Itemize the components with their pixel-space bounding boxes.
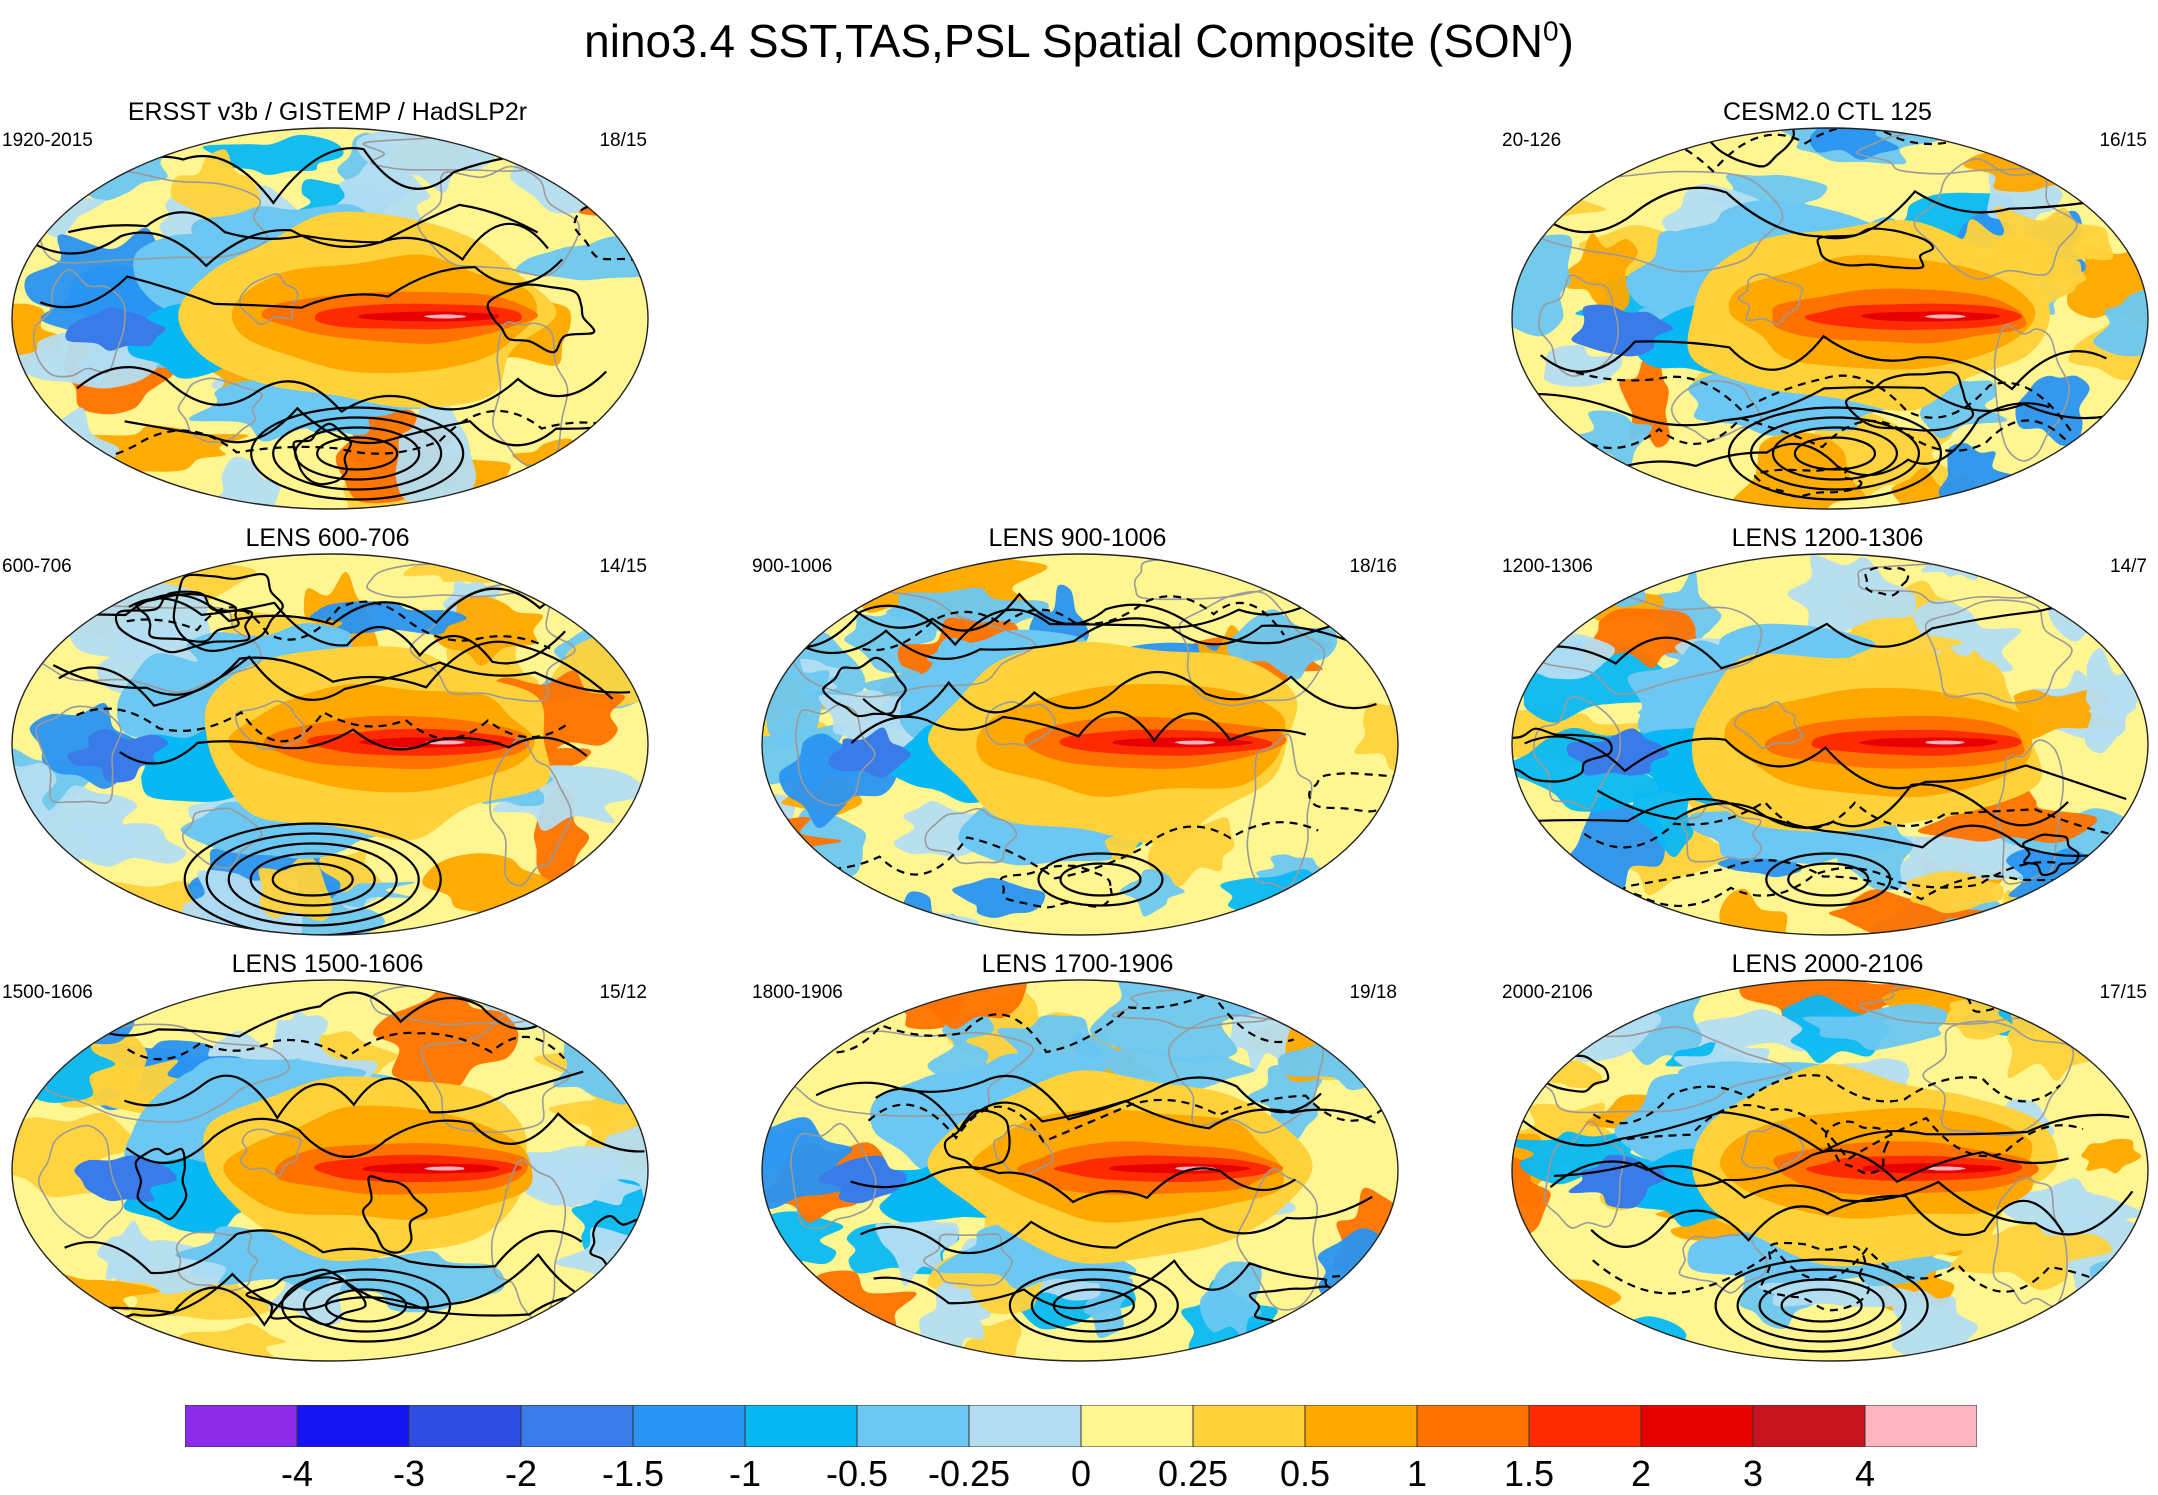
map-panel-l1500: LENS 1500-1606 1500-1606 15/12 [0,950,655,1368]
map-border [11,127,649,510]
map-l900 [761,553,1399,936]
figure-title-close: ) [1558,15,1574,67]
map-panel-l2000: LENS 2000-2106 2000-2106 17/15 [1500,950,2155,1368]
panel-count-label: 14/15 [599,556,647,577]
panel-count-label: 16/15 [2099,130,2147,151]
colorbar-tick-label: 2 [1630,1453,1652,1494]
map-panel-l900: LENS 900-1006 900-1006 18/16 [750,524,1405,942]
psl-contours [21,572,648,935]
colorbar-tick-label: 0.25 [1157,1453,1229,1494]
colorbar-tick-label: -0.5 [825,1453,889,1494]
colorbar-swatch [1640,1405,1754,1447]
psl-contours [33,147,648,509]
colorbar [185,1405,1977,1447]
panel-period-label: 2000-2106 [1502,982,1593,1003]
psl-contours [1524,128,2124,501]
map-border [1511,979,2149,1362]
colorbar-tick-label: 0 [1070,1453,1092,1494]
figure-title: nino3.4 SST,TAS,PSL Spatial Composite (S… [0,14,2158,68]
map-ctl [1511,127,2149,510]
map-border [1511,127,2149,510]
map-panel-ctl: CESM2.0 CTL 125 20-126 16/15 [1500,98,2155,516]
colorbar-tick-label: -3 [392,1453,426,1494]
panel-count-label: 18/15 [599,130,647,151]
anomaly-field [1512,128,2148,509]
panel-count-label: 14/7 [2110,556,2147,577]
panel-period-label: 1920-2015 [2,130,93,151]
panel-title: LENS 1200-1306 [1731,524,1924,552]
colorbar-tick-label: -4 [280,1453,314,1494]
panel-count-label: 18/16 [1349,556,1397,577]
map-panel-l1200: LENS 1200-1306 1200-1306 14/7 [1500,524,2155,942]
panel-title: LENS 600-706 [245,524,410,552]
map-l2000 [1511,979,2149,1362]
colorbar-tick-label: 1 [1406,1453,1428,1494]
panel-count-label: 17/15 [2099,982,2147,1003]
panel-count-label: 19/18 [1349,982,1397,1003]
panel-title: LENS 1500-1606 [231,950,424,978]
colorbar-swatch [408,1405,522,1447]
colorbar-swatch [1528,1405,1642,1447]
colorbar-swatch [520,1405,634,1447]
map-panel-obs: ERSST v3b / GISTEMP / HadSLP2r 1920-2015 1… [0,98,655,516]
figure-title-superscript: 0 [1542,15,1559,47]
colorbar-swatch [1080,1405,1194,1447]
colorbar-swatch [185,1405,298,1447]
colorbar-tick-label: 4 [1854,1453,1876,1494]
panel-title: ERSST v3b / GISTEMP / HadSLP2r [127,98,528,126]
colorbar-tick-label: 1.5 [1503,1453,1555,1494]
colorbar-tick-label: -1.5 [601,1453,665,1494]
colorbar-tick-label: -0.25 [927,1453,1011,1494]
figure-title-text: nino3.4 SST,TAS,PSL Spatial Composite (S… [584,15,1543,67]
psl-contours [1515,980,2142,1353]
colorbar-swatch [968,1405,1082,1447]
colorbar-swatch [1304,1405,1418,1447]
colorbar-swatch [1752,1405,1866,1447]
colorbar-swatch [296,1405,410,1447]
map-l1700 [761,979,1399,1362]
map-border [11,553,649,936]
colorbar-swatch [632,1405,746,1447]
panel-title: CESM2.0 CTL 125 [1723,98,1932,126]
panel-title: LENS 1700-1906 [981,950,1174,978]
colorbar-tick-label: -2 [504,1453,538,1494]
map-l1200 [1511,553,2149,936]
panel-period-label: 1200-1306 [1502,556,1593,577]
panel-title: LENS 900-1006 [988,524,1167,552]
colorbar-swatch [744,1405,858,1447]
colorbar-swatch [1416,1405,1530,1447]
map-border [761,553,1399,936]
map-border [11,979,649,1362]
colorbar-swatch [1192,1405,1306,1447]
panel-period-label: 1800-1906 [752,982,843,1003]
panel-period-label: 1500-1606 [2,982,93,1003]
map-panel-l1700: LENS 1700-1906 1800-1906 19/18 [750,950,1405,1368]
colorbar-tick-label: 0.5 [1279,1453,1331,1494]
colorbar-swatch [1864,1405,1977,1447]
panel-period-label: 20-126 [1502,130,1562,151]
map-obs [11,127,649,510]
panel-title: LENS 2000-2106 [1731,950,1924,978]
map-l600 [11,553,649,936]
colorbar-tick-label: 3 [1742,1453,1764,1494]
map-l1500 [11,979,649,1362]
panel-period-label: 600-706 [2,556,72,577]
psl-contours [33,991,648,1343]
panel-count-label: 15/12 [599,982,647,1003]
colorbar-swatch [856,1405,970,1447]
panel-period-label: 900-1006 [752,556,833,577]
map-panel-l600: LENS 600-706 600-706 14/15 [0,524,655,942]
colorbar-tick-label: -1 [728,1453,762,1494]
anomaly-field [762,554,1398,935]
map-border [1511,553,2149,936]
map-border [761,979,1399,1362]
psl-contours [765,587,1398,935]
